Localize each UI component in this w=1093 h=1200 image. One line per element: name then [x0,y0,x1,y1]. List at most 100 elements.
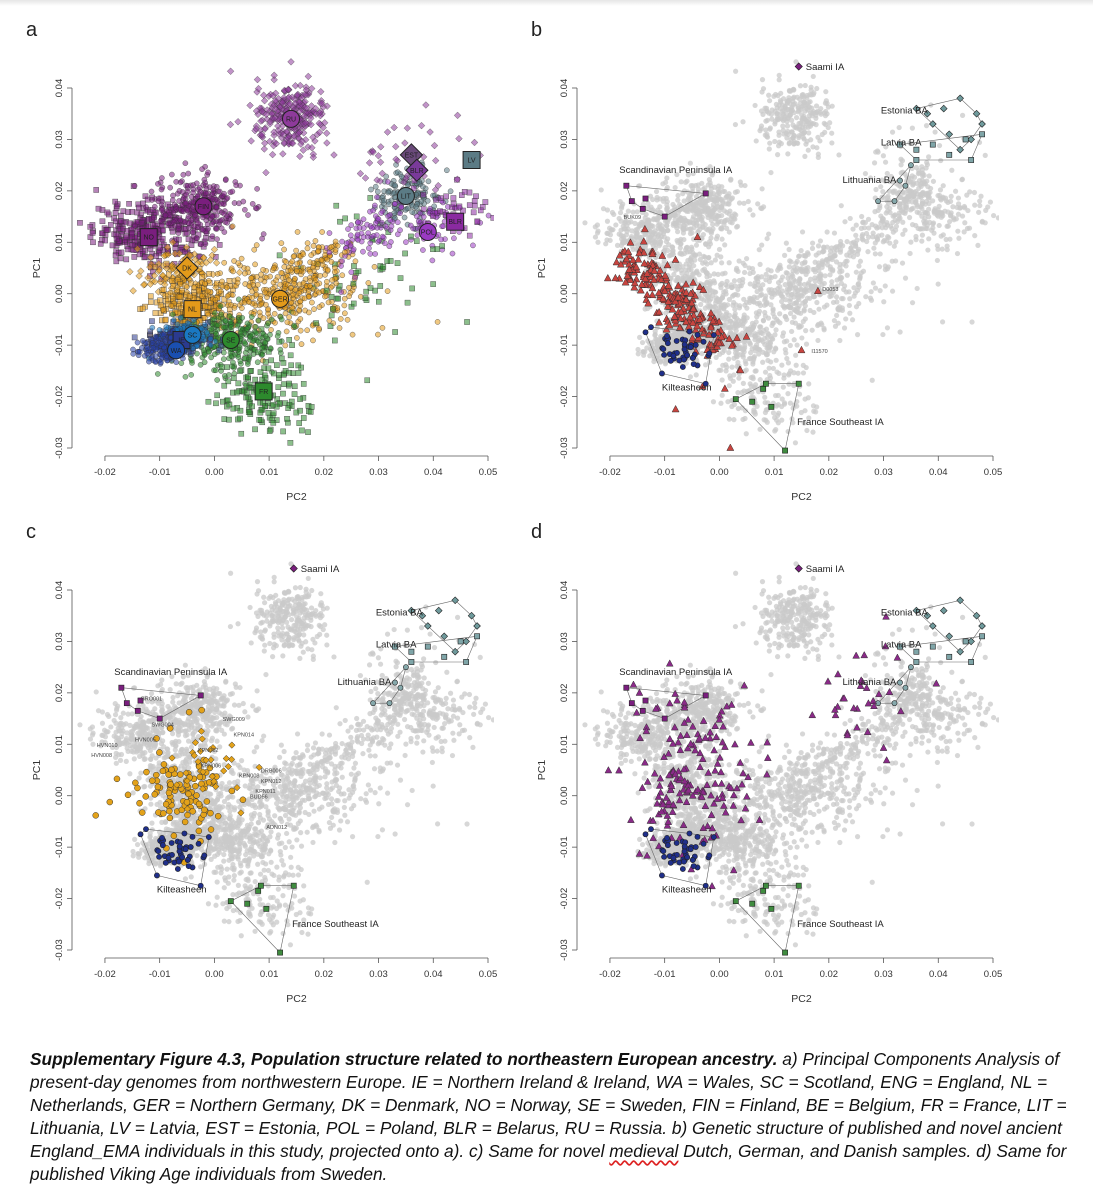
sample-point [365,280,372,286]
sample-point [405,205,411,212]
centroid-fr: FR [254,382,273,401]
sample-point [685,189,691,195]
sample-point [278,269,285,276]
sample-point [704,261,710,267]
sample-point [431,203,437,210]
sample-point [726,229,732,235]
sample-point [277,281,283,288]
sample-point [362,295,369,301]
sample-point [304,72,312,81]
sample-point [377,283,384,289]
sample-point [685,275,691,281]
sample-point [97,241,104,247]
sample-point [134,234,140,241]
sample-point [350,280,357,287]
sample-point [331,269,338,275]
sample-point [235,268,244,277]
sample-point [185,182,191,189]
sample-point [471,198,478,204]
sample-point [768,169,774,176]
y-axis-label: PC1 [536,258,548,279]
sample-point [770,320,776,326]
sample-point [729,220,735,226]
sample-point [248,313,255,320]
sample-point [758,126,764,132]
sample-point [184,207,191,213]
sample-point [210,245,219,254]
sample-point [718,204,725,210]
y-tick-label: 0.04 [559,79,570,98]
sample-point [614,242,621,248]
x-tick-label: 0.01 [260,467,279,478]
x-tick-label: -0.02 [94,467,116,478]
sample-point [619,236,625,242]
sample-point [760,359,766,365]
sample-point [776,129,782,135]
centroid-marker [183,300,202,319]
sample-point [664,207,670,213]
sample-point [401,139,409,147]
sample-point [169,311,176,318]
sample-point [159,236,166,242]
sample-point [805,147,811,153]
sample-point [199,166,205,172]
sample-point [390,123,398,132]
y-tick-label: -0.03 [54,437,65,459]
sample-point [274,122,282,130]
sample-point [113,236,120,242]
sample-point [144,274,152,282]
y-axis-label: PC1 [31,258,43,279]
sample-point [815,337,821,344]
centroid-sc: SC [183,325,202,344]
sample-point [186,252,195,260]
sample-point [290,253,297,260]
sample-point [766,231,772,237]
sample-point [131,183,138,189]
sample-point [715,271,721,278]
sample-point [328,312,335,319]
sample-point [317,273,323,279]
sample-point [174,284,181,291]
sample-point [204,329,210,336]
sample-point [841,325,848,331]
x-tick-label: 0.05 [479,467,498,478]
sample-point [259,235,265,242]
sample-point [118,212,124,219]
sample-point [261,372,268,379]
sample-point [177,217,184,224]
sample-point [221,190,227,197]
sample-point [216,188,223,195]
sample-point [675,197,681,203]
sample-point [118,249,125,256]
sample-point [889,288,896,294]
sample-point [186,293,193,300]
sample-point [802,103,808,109]
sample-point [632,220,638,226]
sample-point [417,122,426,130]
x-tick-label: 0.00 [710,467,729,478]
sample-point [798,248,804,254]
sample-point [383,128,392,136]
sample-point [870,280,876,286]
sample-point [171,201,178,208]
sample-point [218,201,224,207]
sample-point [292,275,298,282]
sample-point [653,299,659,305]
sample-point [129,209,135,215]
sample-point [679,270,685,276]
sample-point [271,265,277,271]
sample-point [806,130,812,136]
sample-point [369,148,377,156]
sample-point [392,155,400,163]
sample-point [211,310,218,316]
sample-point [810,73,816,80]
sample-point [265,310,271,317]
sample-point [731,278,738,284]
sample-point [161,331,167,338]
sample-point [245,212,251,218]
sample-point [205,169,211,176]
sample-point [197,188,204,195]
sample-point [234,322,241,329]
sample-point [669,244,676,250]
sample-point [713,300,719,306]
